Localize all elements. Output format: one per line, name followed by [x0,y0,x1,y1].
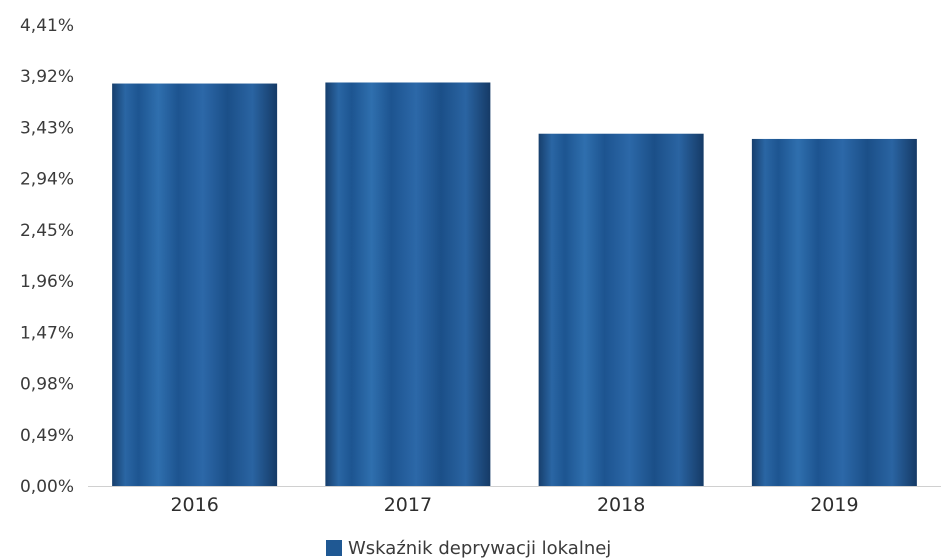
legend-swatch [326,540,342,556]
x-axis: 2016 2017 2018 2019 [170,494,858,516]
x-tick-label: 2019 [810,494,858,516]
x-tick-label: 2016 [170,494,218,516]
bars [112,82,917,487]
x-tick-label: 2018 [597,494,645,516]
y-tick-label: 0,98% [20,375,74,395]
y-tick-label: 2,94% [20,170,74,190]
y-tick-label: 1,96% [20,272,74,292]
y-tick-label: 3,92% [20,67,74,87]
bar-2016 [112,83,278,487]
y-axis: 0,00% 0,49% 0,98% 1,47% 1,96% 2,45% 2,94% 3,43%… [20,16,941,497]
y-tick-label: 3,43% [20,118,74,138]
bar-2018 [538,133,704,486]
bar-2017 [325,82,491,487]
bar-2019 [751,138,917,487]
y-tick-label: 0,00% [20,477,74,497]
legend: Wskaźnik deprywacji lokalnej [326,538,611,559]
x-tick-label: 2017 [384,494,432,516]
y-tick-label: 2,45% [20,221,74,241]
y-tick-label: 4,41% [20,16,74,36]
y-tick-label: 0,49% [20,426,74,446]
y-tick-label: 1,47% [20,323,74,343]
legend-label: Wskaźnik deprywacji lokalnej [348,538,611,559]
